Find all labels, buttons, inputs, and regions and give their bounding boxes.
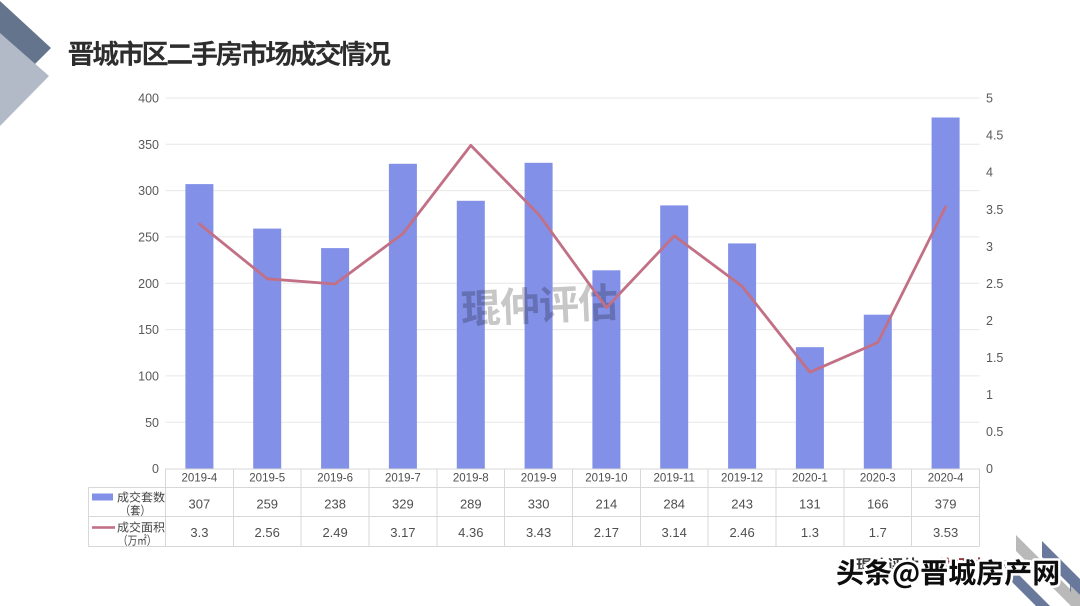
svg-text:1: 1 (986, 388, 993, 402)
svg-text:3.17: 3.17 (390, 525, 415, 540)
svg-text:2019-8: 2019-8 (453, 473, 489, 485)
svg-text:2019-11: 2019-11 (654, 473, 695, 485)
svg-text:0: 0 (986, 462, 993, 476)
svg-text:131: 131 (799, 497, 821, 512)
svg-text:300: 300 (138, 184, 159, 198)
svg-text:2020-3: 2020-3 (860, 473, 896, 485)
svg-text:2019-7: 2019-7 (385, 473, 421, 485)
svg-text:200: 200 (138, 277, 159, 291)
svg-text:2019-10: 2019-10 (585, 473, 627, 485)
svg-text:3.53: 3.53 (933, 525, 958, 540)
svg-text:2019-4: 2019-4 (181, 473, 217, 485)
svg-text:250: 250 (138, 231, 159, 245)
svg-text:50: 50 (145, 416, 159, 430)
svg-text:4: 4 (986, 166, 993, 180)
svg-text:2.17: 2.17 (594, 525, 619, 540)
svg-text:5: 5 (986, 92, 993, 106)
svg-text:2020-4: 2020-4 (928, 473, 964, 485)
svg-text:166: 166 (867, 497, 889, 512)
svg-text:0: 0 (152, 462, 159, 476)
svg-text:1.3: 1.3 (801, 525, 819, 540)
svg-text:350: 350 (138, 138, 159, 152)
svg-text:3.43: 3.43 (526, 525, 551, 540)
svg-text:0.5: 0.5 (986, 425, 1003, 439)
svg-text:284: 284 (663, 497, 685, 512)
svg-text:329: 329 (392, 497, 414, 512)
svg-text:2020-1: 2020-1 (792, 473, 828, 485)
svg-text:4.5: 4.5 (986, 129, 1003, 143)
svg-text:2: 2 (986, 314, 993, 328)
svg-text:3.3: 3.3 (190, 525, 208, 540)
svg-text:3.5: 3.5 (986, 203, 1003, 217)
svg-text:2019-9: 2019-9 (521, 473, 557, 485)
svg-text:1.5: 1.5 (986, 351, 1003, 365)
svg-text:307: 307 (189, 497, 211, 512)
svg-text:330: 330 (528, 497, 550, 512)
svg-text:100: 100 (138, 370, 159, 384)
svg-text:259: 259 (256, 497, 278, 512)
svg-text:379: 379 (935, 497, 957, 512)
svg-text:4.36: 4.36 (458, 525, 483, 540)
svg-text:3: 3 (986, 240, 993, 254)
svg-text:2019-5: 2019-5 (249, 473, 285, 485)
svg-text:3.14: 3.14 (662, 525, 687, 540)
svg-text:400: 400 (138, 92, 159, 106)
svg-text:2.49: 2.49 (322, 525, 347, 540)
svg-text:2019-12: 2019-12 (721, 473, 763, 485)
svg-text:2.56: 2.56 (255, 525, 280, 540)
svg-text:1.7: 1.7 (869, 525, 887, 540)
svg-text:243: 243 (731, 497, 753, 512)
svg-text:214: 214 (596, 497, 618, 512)
svg-text:2.5: 2.5 (986, 277, 1003, 291)
svg-text:2.46: 2.46 (729, 525, 754, 540)
svg-text:289: 289 (460, 497, 482, 512)
svg-text:2019-6: 2019-6 (317, 473, 353, 485)
svg-text:238: 238 (324, 497, 346, 512)
svg-text:150: 150 (138, 323, 159, 337)
